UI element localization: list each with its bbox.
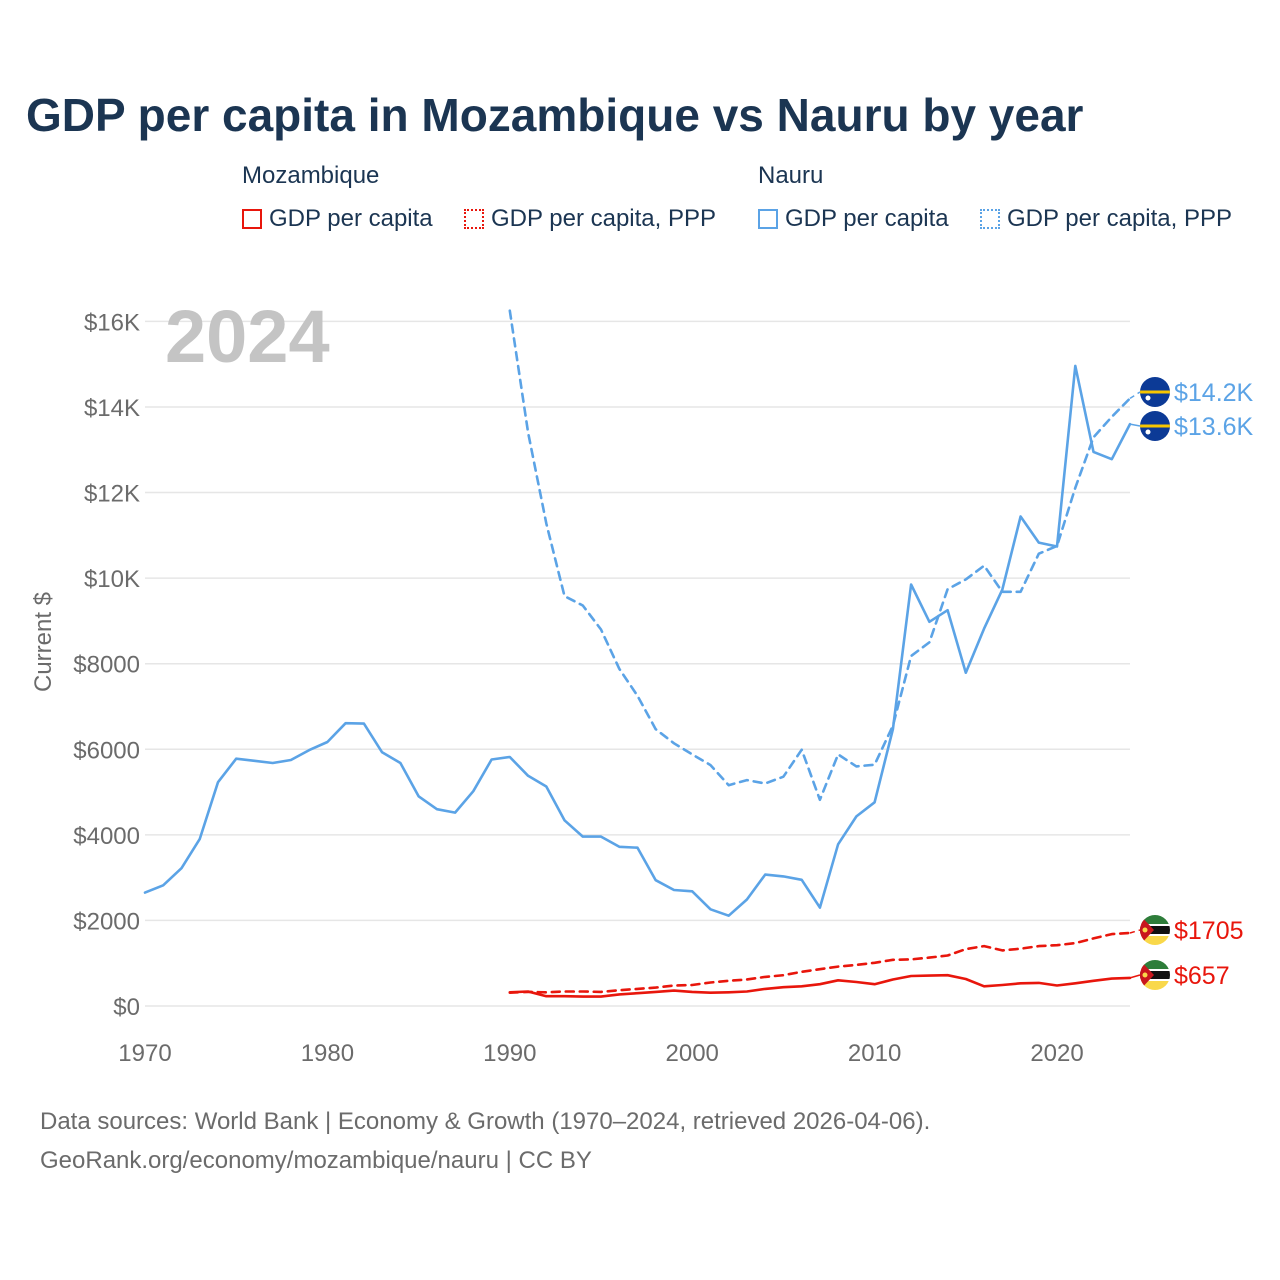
legend-swatch-dotted-icon [464, 209, 484, 229]
footer-attribution-link[interactable]: GeoRank.org/economy/mozambique/nauru | C… [40, 1147, 592, 1174]
legend-label: GDP per capita [269, 205, 433, 232]
end-connector [1129, 423, 1141, 427]
grid-lines [145, 320, 1130, 1007]
end-connector [1129, 974, 1141, 979]
end-value-label: $657 [1174, 962, 1230, 990]
end-value-label: $14.2K [1174, 379, 1254, 407]
nauru-flag-icon [1140, 411, 1170, 441]
x-tick-label: 1990 [483, 1040, 536, 1067]
legend-item-mozambique-gdp[interactable]: GDP per capita [242, 204, 433, 234]
y-tick-label: $4000 [73, 823, 140, 850]
footer-sources: Data sources: World Bank | Economy & Gro… [40, 1108, 931, 1135]
y-tick-label: $2000 [73, 908, 140, 935]
y-axis-tick-labels: $0 $2000 $4000 $6000 $8000 $10K $12K $14K $16K [73, 309, 140, 1021]
legend-label: GDP per capita [785, 205, 949, 232]
legend-swatch-dotted-icon [980, 209, 1000, 229]
y-tick-label: $10K [84, 566, 140, 593]
end-connector [1129, 391, 1141, 400]
x-tick-label: 2000 [666, 1040, 719, 1067]
chart-title: GDP per capita in Mozambique vs Nauru by… [26, 89, 1084, 141]
series-line-mozambique-gdp [508, 973, 1132, 998]
end-value-label: $13.6K [1174, 413, 1254, 441]
mozambique-flag-icon [1140, 960, 1170, 990]
series-lines [143, 309, 1132, 998]
series-end-markers: $13.6K $14.2K $657 $1705 [1129, 377, 1254, 990]
x-tick-label: 2020 [1030, 1040, 1083, 1067]
x-axis-tick-labels: 1970 1980 1990 2000 2010 2020 [118, 1040, 1083, 1067]
year-watermark: 2024 [165, 295, 330, 378]
x-tick-label: 2010 [848, 1040, 901, 1067]
legend-swatch-solid-icon [758, 209, 778, 229]
legend-label: GDP per capita, PPP [491, 205, 716, 232]
end-connector [1129, 929, 1141, 934]
y-tick-label: $8000 [73, 652, 140, 679]
legend-swatch-solid-icon [242, 209, 262, 229]
legend-group-mozambique-title: Mozambique [242, 162, 380, 189]
y-tick-label: $0 [113, 994, 140, 1021]
legend-group-nauru-title: Nauru [758, 162, 824, 189]
series-line-nauru-ppp [508, 309, 1132, 802]
end-value-label: $1705 [1174, 917, 1244, 945]
y-tick-label: $6000 [73, 737, 140, 764]
legend-item-mozambique-gdp-ppp[interactable]: GDP per capita, PPP [464, 204, 716, 234]
legend-item-nauru-gdp-ppp[interactable]: GDP per capita, PPP [980, 204, 1232, 234]
y-tick-label: $14K [84, 395, 140, 422]
y-axis-label: Current $ [30, 592, 57, 692]
x-tick-label: 1980 [301, 1040, 354, 1067]
y-tick-label: $12K [84, 481, 140, 508]
nauru-flag-icon [1140, 377, 1170, 407]
mozambique-flag-icon [1140, 915, 1170, 945]
x-tick-label: 1970 [118, 1040, 171, 1067]
y-tick-label: $16K [84, 309, 140, 336]
legend-item-nauru-gdp[interactable]: GDP per capita [758, 204, 949, 234]
series-line-mozambique-ppp [508, 931, 1132, 995]
series-line-nauru-gdp [143, 364, 1132, 918]
legend-label: GDP per capita, PPP [1007, 205, 1232, 232]
